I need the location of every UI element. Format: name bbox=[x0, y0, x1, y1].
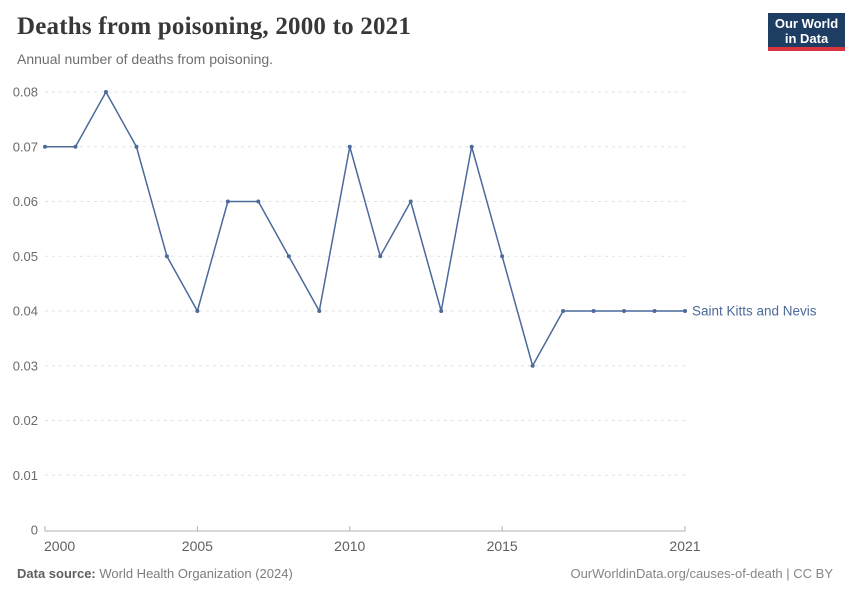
y-tick-label: 0.01 bbox=[13, 468, 38, 483]
data-point-marker[interactable] bbox=[591, 309, 596, 313]
data-point-marker[interactable] bbox=[103, 90, 108, 94]
data-point-marker[interactable] bbox=[530, 363, 535, 368]
data-source-note: Data source: World Health Organization (… bbox=[17, 566, 293, 581]
data-point-marker[interactable] bbox=[256, 199, 261, 204]
owid-logo[interactable]: Our World in Data bbox=[768, 13, 845, 51]
data-point-marker[interactable] bbox=[347, 144, 352, 149]
data-point-marker[interactable] bbox=[561, 309, 566, 313]
x-axis-layer: 2000 2005 2010 2015 2021 bbox=[44, 526, 701, 554]
x-tick-label: 2021 bbox=[669, 538, 700, 554]
data-point-marker[interactable] bbox=[73, 144, 78, 149]
owid-logo-line2: in Data bbox=[784, 31, 829, 46]
page-subtitle: Annual number of deaths from poisoning. bbox=[17, 51, 274, 67]
y-tick-label: 0.05 bbox=[13, 249, 38, 264]
y-tick-label: 0 bbox=[31, 523, 38, 538]
data-point-marker[interactable] bbox=[317, 309, 322, 313]
data-point-marker[interactable] bbox=[286, 254, 291, 259]
data-point-marker[interactable] bbox=[134, 144, 139, 149]
data-source-text: World Health Organization (2024) bbox=[95, 566, 293, 581]
page-title: Deaths from poisoning, 2000 to 2021 bbox=[17, 13, 412, 40]
data-point-marker[interactable] bbox=[622, 309, 627, 313]
data-point-marker[interactable] bbox=[469, 144, 474, 149]
x-tick-label: 2005 bbox=[182, 538, 213, 554]
x-tick-label: 2015 bbox=[487, 538, 518, 554]
data-source-label: Data source: bbox=[17, 566, 96, 581]
data-point-marker[interactable] bbox=[500, 254, 505, 259]
y-tick-label: 0.07 bbox=[13, 139, 38, 154]
data-point-marker[interactable] bbox=[225, 199, 230, 204]
y-tick-label: 0.08 bbox=[13, 85, 38, 100]
data-point-marker[interactable] bbox=[652, 309, 657, 313]
series-layer[interactable] bbox=[43, 90, 687, 368]
y-tick-label: 0.03 bbox=[13, 358, 38, 373]
y-tick-label: 0.06 bbox=[13, 194, 38, 209]
series-end-label[interactable]: Saint Kitts and Nevis bbox=[692, 304, 817, 319]
credit-link[interactable]: OurWorldinData.org/causes-of-death | CC … bbox=[570, 566, 833, 581]
data-point-marker[interactable] bbox=[195, 309, 200, 313]
y-tick-label: 0.02 bbox=[13, 413, 38, 428]
x-tick-label: 2010 bbox=[334, 538, 365, 554]
data-point-marker[interactable] bbox=[378, 254, 383, 259]
gridlines-layer: 0 0.01 0.02 0.03 0.04 0.05 0.06 0.07 0.08 bbox=[13, 85, 685, 538]
footer: Data source: World Health Organization (… bbox=[17, 566, 833, 581]
x-tick-label: 2000 bbox=[44, 538, 75, 554]
data-point-marker[interactable] bbox=[164, 254, 169, 259]
owid-logo-line1: Our World bbox=[774, 16, 839, 31]
data-point-marker[interactable] bbox=[408, 199, 413, 204]
data-point-marker[interactable] bbox=[683, 309, 687, 313]
data-point-marker[interactable] bbox=[439, 309, 444, 313]
y-tick-label: 0.04 bbox=[13, 304, 38, 319]
data-point-marker[interactable] bbox=[43, 144, 47, 149]
series-line[interactable] bbox=[45, 91, 685, 367]
